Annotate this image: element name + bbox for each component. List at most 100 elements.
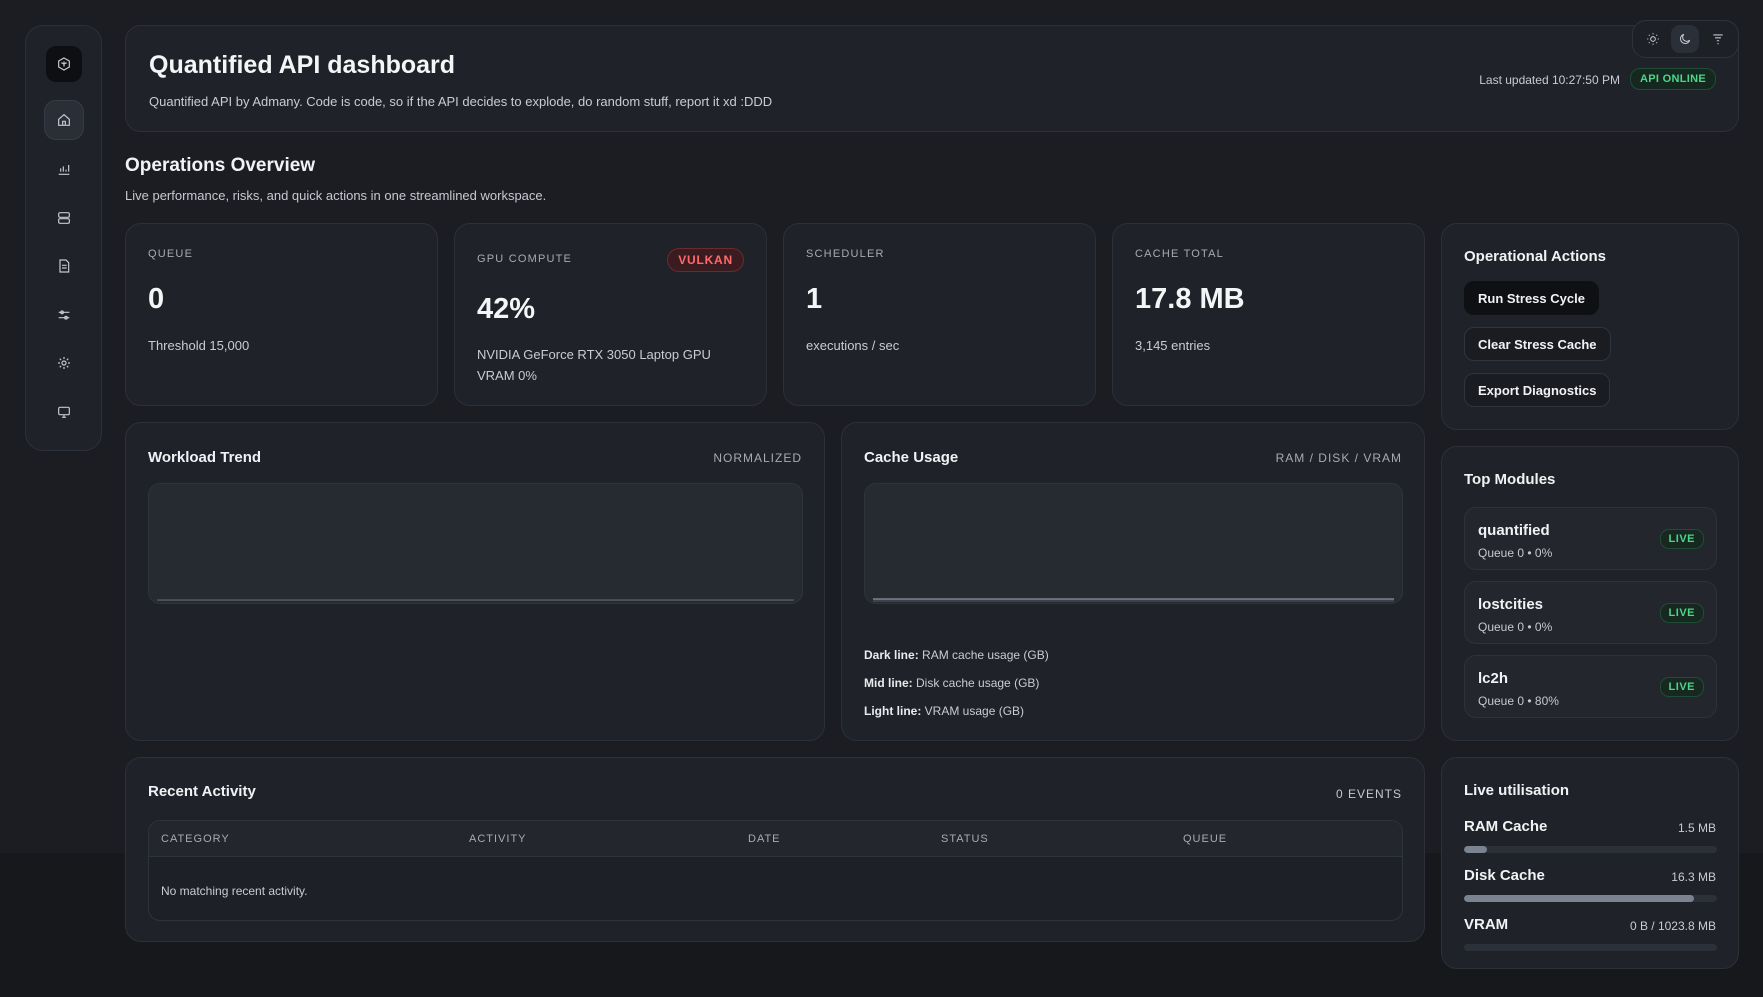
queue-card: QUEUE 0 Threshold 15,000 xyxy=(125,223,438,406)
recent-activity-card: Recent Activity 0 EVENTS CATEGORY ACTIVI… xyxy=(125,757,1425,942)
live-badge: LIVE xyxy=(1659,603,1704,623)
modules-title: Top Modules xyxy=(1464,471,1556,488)
column-header-queue[interactable]: QUEUE xyxy=(1183,833,1228,845)
filter-button[interactable] xyxy=(1704,25,1732,53)
cache-total-card: CACHE TOTAL 17.8 MB 3,145 entries xyxy=(1112,223,1425,406)
bar-chart-icon xyxy=(58,165,70,175)
server-icon xyxy=(58,212,70,224)
cache-usage-tag: RAM / DISK / VRAM xyxy=(1275,451,1402,465)
top-modules-card: Top Modules quantified Queue 0 • 0% LIVE… xyxy=(1441,446,1739,741)
column-header-activity[interactable]: ACTIVITY xyxy=(469,833,527,845)
scheduler-value: 1 xyxy=(806,283,823,315)
scheduler-note: executions / sec xyxy=(806,338,900,353)
legend-mid-line: Mid line: Disk cache usage (GB) xyxy=(864,676,1039,690)
document-icon xyxy=(59,259,70,273)
last-updated: Last updated 10:27:50 PM xyxy=(1479,73,1620,87)
sidebar-item-display[interactable] xyxy=(44,392,84,432)
module-meta: Queue 0 • 0% xyxy=(1478,620,1553,634)
cache-usage-card: Cache Usage RAM / DISK / VRAM Dark line:… xyxy=(841,422,1425,741)
queue-label: QUEUE xyxy=(148,248,194,260)
scheduler-label: SCHEDULER xyxy=(806,248,885,260)
sun-icon xyxy=(1647,33,1659,45)
workload-trend-card: Workload Trend NORMALIZED xyxy=(125,422,825,741)
utilisation-title: Live utilisation xyxy=(1464,782,1570,799)
export-diagnostics-button[interactable]: Export Diagnostics xyxy=(1464,373,1611,407)
vulkan-badge: VULKAN xyxy=(667,248,744,272)
activity-title: Recent Activity xyxy=(148,783,256,800)
sidebar-item-controls[interactable] xyxy=(44,295,84,335)
ram-cache-bar xyxy=(1464,846,1717,853)
sidebar-item-settings[interactable] xyxy=(44,343,84,383)
gpu-notes: NVIDIA GeForce RTX 3050 Laptop GPU VRAM … xyxy=(477,344,711,386)
workload-chart xyxy=(148,483,803,604)
disk-cache-bar xyxy=(1464,895,1717,902)
api-status-badge: API ONLINE xyxy=(1630,68,1716,90)
sidebar-item-home[interactable] xyxy=(44,100,84,140)
live-badge: LIVE xyxy=(1659,529,1704,549)
logo-icon xyxy=(58,57,70,71)
legend-mid-text: Disk cache usage (GB) xyxy=(916,676,1040,690)
cache-usage-chart xyxy=(864,483,1403,604)
cache-total-label: CACHE TOTAL xyxy=(1135,248,1224,260)
gpu-model: NVIDIA GeForce RTX 3050 Laptop GPU xyxy=(477,347,711,362)
gpu-label: GPU COMPUTE xyxy=(477,253,573,265)
cache-total-value: 17.8 MB xyxy=(1135,283,1245,315)
light-theme-button[interactable] xyxy=(1639,25,1667,53)
logo[interactable] xyxy=(46,46,82,82)
empty-state: No matching recent activity. xyxy=(161,884,308,898)
table-header: CATEGORY ACTIVITY DATE STATUS QUEUE xyxy=(149,821,1402,857)
sidebar-item-logs[interactable] xyxy=(44,246,84,286)
queue-value: 0 xyxy=(148,283,165,315)
sidebar-item-analytics[interactable] xyxy=(44,149,84,189)
column-header-category[interactable]: CATEGORY xyxy=(161,833,230,845)
disk-cache-value: 16.3 MB xyxy=(1671,870,1716,884)
module-item[interactable]: lostcities Queue 0 • 0% LIVE xyxy=(1464,581,1717,644)
vram-label: VRAM xyxy=(1464,916,1509,933)
ram-cache-value: 1.5 MB xyxy=(1677,821,1716,835)
gear-icon xyxy=(58,357,70,369)
module-meta: Queue 0 • 80% xyxy=(1478,694,1559,708)
filter-icon xyxy=(1713,34,1723,45)
cache-entries: 3,145 entries xyxy=(1135,338,1211,353)
legend-dark-key: Dark line: xyxy=(864,648,919,662)
legend-dark-text: RAM cache usage (GB) xyxy=(922,648,1049,662)
sidebar-item-storage[interactable] xyxy=(44,198,84,238)
column-header-status[interactable]: STATUS xyxy=(941,833,989,845)
module-item[interactable]: lc2h Queue 0 • 80% LIVE xyxy=(1464,655,1717,718)
clear-stress-cache-button[interactable]: Clear Stress Cache xyxy=(1464,327,1611,361)
moon-icon xyxy=(1680,33,1691,44)
legend-light-text: VRAM usage (GB) xyxy=(924,704,1025,718)
legend-dark-line: Dark line: RAM cache usage (GB) xyxy=(864,648,1049,662)
module-name: lostcities xyxy=(1478,596,1544,613)
theme-switcher xyxy=(1632,20,1739,58)
live-badge: LIVE xyxy=(1659,677,1704,697)
dark-theme-button[interactable] xyxy=(1671,25,1700,53)
gpu-value: 42% xyxy=(477,293,536,325)
legend-light-key: Light line: xyxy=(864,704,922,718)
workload-tag: NORMALIZED xyxy=(713,451,802,465)
events-count: 0 EVENTS xyxy=(1335,787,1402,801)
home-icon xyxy=(58,113,70,126)
module-meta: Queue 0 • 0% xyxy=(1478,546,1553,560)
module-name: lc2h xyxy=(1478,670,1509,687)
operational-actions-card: Operational Actions Run Stress Cycle Cle… xyxy=(1441,223,1739,430)
column-header-date[interactable]: DATE xyxy=(748,833,781,845)
activity-table: CATEGORY ACTIVITY DATE STATUS QUEUE No m… xyxy=(148,820,1403,921)
queue-threshold: Threshold 15,000 xyxy=(148,338,250,353)
sidebar xyxy=(25,25,102,451)
vram-value: 0 B / 1023.8 MB xyxy=(1629,919,1716,933)
scheduler-card: SCHEDULER 1 executions / sec xyxy=(783,223,1096,406)
legend-mid-key: Mid line: xyxy=(864,676,913,690)
sliders-icon xyxy=(58,310,70,320)
gpu-vram: VRAM 0% xyxy=(477,368,537,383)
ram-cache-bar-fill xyxy=(1464,846,1487,853)
cache-usage-title: Cache Usage xyxy=(864,449,959,466)
gpu-card: GPU COMPUTE VULKAN 42% NVIDIA GeForce RT… xyxy=(454,223,767,406)
cache-usage-chart-svg xyxy=(872,598,1395,603)
workload-title: Workload Trend xyxy=(148,449,262,466)
section-title: Operations Overview xyxy=(125,155,316,176)
module-item[interactable]: quantified Queue 0 • 0% LIVE xyxy=(1464,507,1717,570)
live-utilisation-card: Live utilisation RAM Cache 1.5 MB Disk C… xyxy=(1441,757,1739,969)
workload-chart-svg xyxy=(156,599,795,602)
run-stress-cycle-button[interactable]: Run Stress Cycle xyxy=(1464,281,1599,315)
